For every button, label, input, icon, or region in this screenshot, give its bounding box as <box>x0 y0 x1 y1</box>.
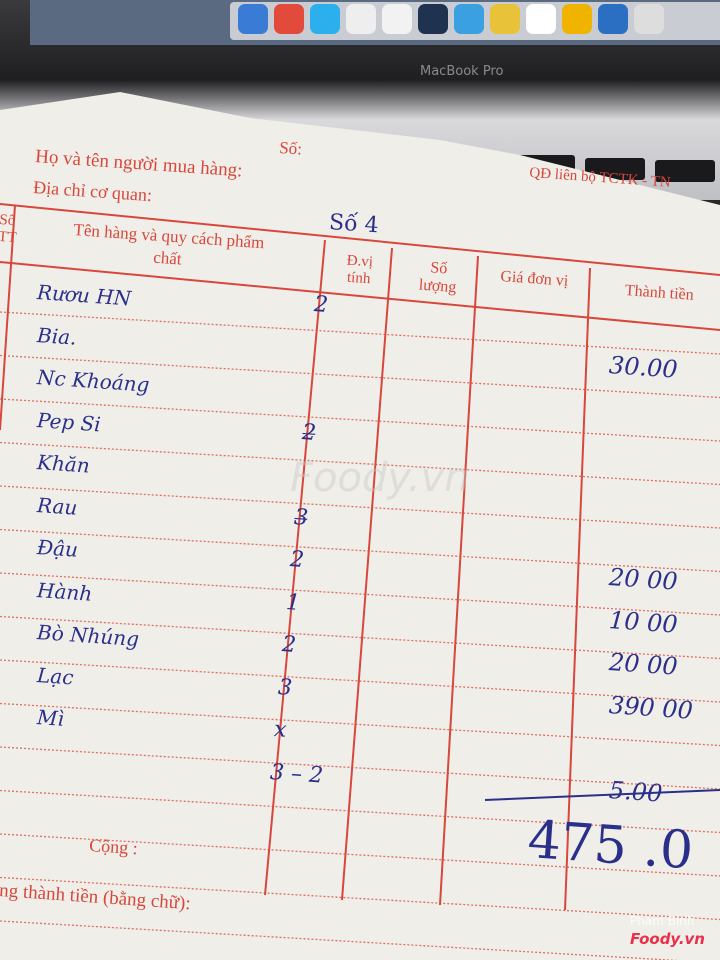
watermark: Foody.vn <box>290 455 470 501</box>
item-name: Pep Si <box>36 407 102 436</box>
receipt-number-label: Số: <box>278 138 303 159</box>
item-name: Bia. <box>36 322 78 350</box>
item-unit: 2 <box>281 632 297 658</box>
row-rule <box>0 702 720 747</box>
row-rule <box>0 789 720 834</box>
item-unit: 3̶ <box>293 504 309 531</box>
item-name: Hành <box>36 577 94 606</box>
column-header-qty: Số lượng <box>418 259 457 297</box>
item-name: Khăn <box>36 450 91 478</box>
row-rule <box>0 876 720 921</box>
app-icon <box>526 4 556 34</box>
row-rule <box>0 833 720 877</box>
sum-value: 475 .0 <box>525 810 696 882</box>
address-value: Số 4 <box>328 210 380 239</box>
row-rule <box>0 659 720 703</box>
item-unit: 2 <box>289 547 305 573</box>
app-icon <box>346 4 376 34</box>
laptop-brand: MacBook Pro <box>420 64 504 79</box>
row-rule <box>0 311 720 355</box>
row-rule <box>0 920 680 960</box>
chrome-icon <box>490 4 520 34</box>
skype-icon <box>310 4 340 34</box>
item-total: 390 00 <box>608 690 694 725</box>
column-line <box>341 247 393 901</box>
row-rule <box>0 398 720 442</box>
column-line <box>264 239 326 896</box>
column-header-stt: Số TT <box>0 212 18 247</box>
sum-label: Cộng : <box>88 835 139 859</box>
dock <box>230 2 720 40</box>
app-icon <box>238 4 268 34</box>
column-line <box>0 204 16 431</box>
item-total: 20 00 <box>608 563 679 596</box>
keyboard-key <box>585 158 645 180</box>
row-rule <box>0 615 720 660</box>
column-line <box>439 255 479 906</box>
foody-logo: Foody.vn <box>630 930 705 948</box>
lightroom-icon <box>418 4 448 34</box>
item-total: 5.00 <box>608 775 664 808</box>
app-icon <box>562 4 592 34</box>
header-top-line <box>0 203 720 276</box>
item-name: Mì <box>36 705 65 731</box>
item-total: 30.00 <box>608 350 679 384</box>
word-icon <box>598 4 628 34</box>
author-credit: Pham Binh <box>630 914 695 928</box>
row-rule <box>0 354 720 399</box>
laptop-screen <box>30 0 720 45</box>
column-header-unit: Đ.vị tính <box>346 252 374 288</box>
row-rule <box>0 746 720 790</box>
item-unit: 1 <box>285 589 301 616</box>
item-unit: 3 <box>277 674 293 701</box>
item-total: 20 00 <box>608 648 679 681</box>
item-name: Rau <box>36 492 79 520</box>
header-bottom-line <box>0 261 720 331</box>
row-rule <box>0 441 720 486</box>
item-unit: x <box>273 717 288 743</box>
item-name: Lạc <box>36 662 75 689</box>
column-line <box>564 267 591 911</box>
row-rule <box>0 572 720 616</box>
item-total: 10 00 <box>608 605 679 639</box>
item-unit: 2̶ <box>301 419 317 446</box>
total-underline <box>484 789 720 801</box>
row-rule <box>0 485 720 529</box>
app-icon <box>634 4 664 34</box>
item-name: Đậu <box>36 535 79 562</box>
item-unit: 3 – 2 <box>269 759 324 789</box>
row-rule <box>0 528 720 573</box>
app-icon <box>274 4 304 34</box>
safari-icon <box>454 4 484 34</box>
app-icon <box>382 4 412 34</box>
item-unit: 2 <box>313 292 329 318</box>
keyboard-key <box>655 160 715 182</box>
